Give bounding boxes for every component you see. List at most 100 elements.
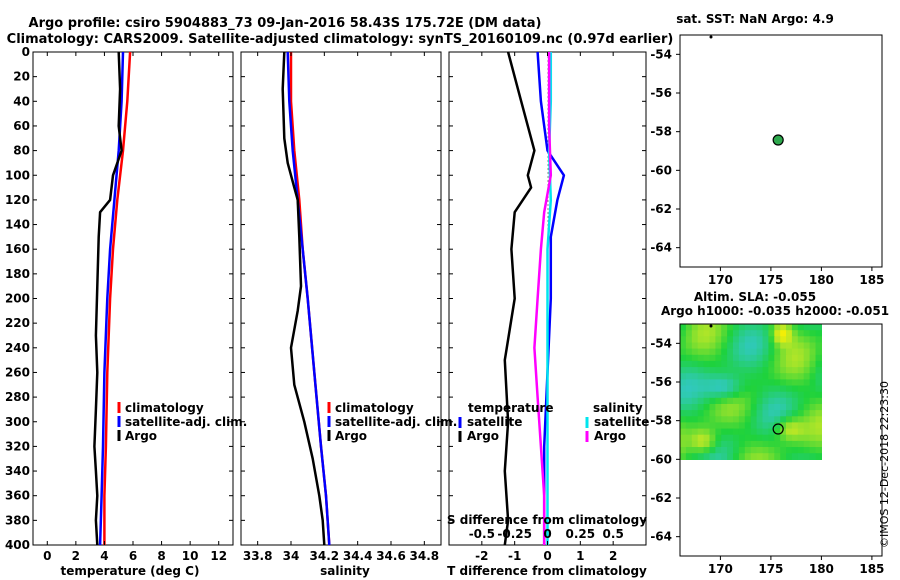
sla-cell	[797, 428, 805, 436]
sla-cell	[780, 410, 787, 417]
sla-cell	[768, 336, 775, 344]
sla-cell	[786, 342, 793, 350]
altim-map-x-tick-label-170: 170	[708, 562, 733, 576]
sla-cell	[762, 410, 769, 417]
sla-cell	[797, 379, 805, 387]
sla-cell	[691, 354, 699, 362]
sla-cell	[733, 453, 740, 460]
temperature-x-tick-label-10: 10	[182, 549, 199, 563]
sla-cell	[703, 385, 711, 393]
sla-cell	[738, 360, 746, 368]
sla-cell	[809, 348, 817, 356]
sst-map-x-tick-label-170: 170	[708, 273, 733, 287]
sla-cell	[715, 391, 722, 399]
salinity-x-tick-label-34.6: 34.6	[376, 549, 406, 563]
sla-cell	[774, 373, 781, 380]
sla-cell	[774, 367, 781, 374]
depth-tick-label-200: 200	[5, 292, 30, 306]
salinity-x-axis-label: salinity	[320, 564, 370, 578]
sla-cell	[703, 453, 711, 460]
sla-cell	[815, 410, 822, 417]
sla-cell	[797, 404, 805, 411]
sla-cell	[691, 336, 699, 344]
sla-cell	[709, 397, 716, 405]
sla-cell	[691, 379, 699, 387]
difference-s-tick-label-0: -0.5	[469, 527, 495, 541]
sla-cell	[703, 447, 711, 454]
sla-cell	[786, 434, 793, 442]
sla-cell	[703, 410, 711, 417]
sla-cell	[691, 360, 699, 368]
sla-cell	[797, 422, 805, 430]
salinity-x-tick-label-34: 34	[283, 549, 300, 563]
sla-cell	[709, 385, 716, 393]
sla-cell	[697, 336, 705, 344]
sla-cell	[691, 410, 699, 417]
salinity-legend-satellite: satellite-adj. clim.	[335, 415, 457, 429]
sla-cell	[744, 428, 752, 436]
depth-tick-label-180: 180	[5, 267, 30, 281]
sla-cell	[774, 397, 781, 405]
difference-x-tick-label--1: -1	[508, 549, 521, 563]
sla-cell	[697, 330, 705, 337]
depth-tick-label-140: 140	[5, 218, 30, 232]
sla-cell	[703, 434, 711, 442]
salinity-legend-argo: Argo	[335, 429, 367, 443]
sla-cell	[709, 453, 716, 460]
sla-cell	[733, 434, 740, 442]
sla-cell	[803, 330, 811, 337]
sst-map-y-tick-label--62: -62	[650, 202, 672, 216]
sla-cell	[685, 385, 693, 393]
sla-cell	[715, 360, 722, 368]
sla-cell	[685, 373, 693, 380]
sla-cell	[715, 342, 722, 350]
sla-cell	[797, 330, 805, 337]
sla-cell	[791, 434, 799, 442]
difference-series-temperature-argo	[503, 51, 536, 546]
temperature-plot-frame	[32, 51, 234, 546]
depth-tick-label-240: 240	[5, 341, 30, 355]
sla-cell	[703, 336, 711, 344]
sla-cell	[774, 447, 781, 454]
temperature-x-axis-label: temperature (deg C)	[61, 564, 200, 578]
temperature-x-tick-label-8: 8	[157, 549, 165, 563]
sla-cell	[791, 336, 799, 344]
sla-cell	[815, 385, 822, 393]
sla-cell	[733, 397, 740, 405]
depth-tick-label-120: 120	[5, 193, 30, 207]
sla-cell	[685, 336, 693, 344]
sst-map-y-tick-label--56: -56	[650, 86, 672, 100]
sla-cell	[738, 453, 746, 460]
altim-map-title: Altim. SLA: -0.055	[694, 290, 816, 304]
sla-cell	[780, 373, 787, 380]
sla-cell	[691, 416, 699, 424]
sla-cell	[685, 348, 693, 356]
sla-cell	[733, 404, 740, 411]
sla-cell	[791, 367, 799, 374]
sla-cell	[680, 336, 687, 344]
sla-cell	[780, 367, 787, 374]
sla-cell	[715, 434, 722, 442]
sla-cell	[786, 391, 793, 399]
sla-cell	[715, 330, 722, 337]
sla-cell	[744, 440, 752, 448]
sla-cell	[721, 410, 728, 417]
sla-cell	[815, 391, 822, 399]
sla-cell	[762, 360, 769, 368]
sla-cell	[727, 367, 734, 374]
sla-cell	[733, 416, 740, 424]
sla-cell	[768, 440, 775, 448]
sla-cell	[762, 447, 769, 454]
sla-cell	[803, 453, 811, 460]
sla-cell	[803, 410, 811, 417]
sla-cell	[703, 440, 711, 448]
sla-cell	[815, 360, 822, 368]
difference-x-tick-label-2: 2	[609, 549, 617, 563]
sla-cell	[733, 428, 740, 436]
sla-cell	[774, 360, 781, 368]
sla-cell	[774, 434, 781, 442]
sla-cell	[815, 342, 822, 350]
sla-cell	[768, 342, 775, 350]
sla-cell	[691, 428, 699, 436]
